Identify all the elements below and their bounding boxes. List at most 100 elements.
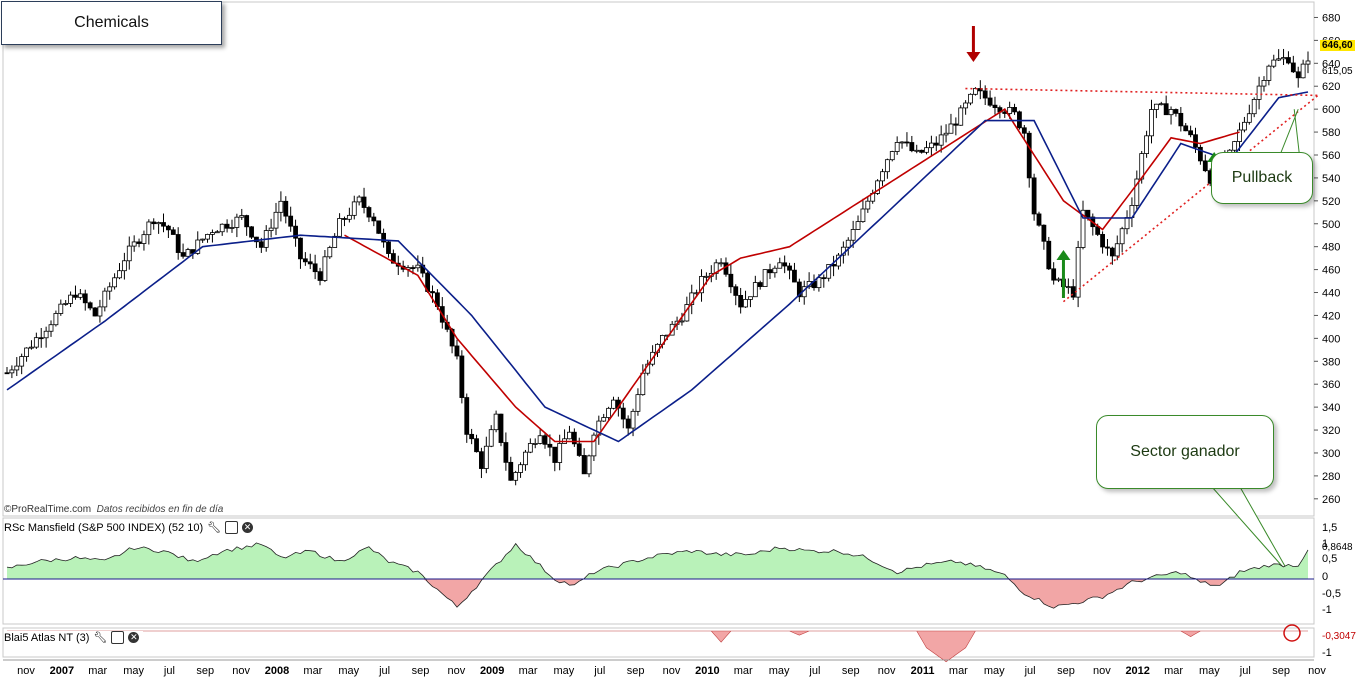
x-tick-label: 2009: [480, 665, 504, 677]
candle-body: [82, 293, 88, 304]
candle-body: [258, 241, 264, 248]
candle-body: [356, 196, 362, 203]
candle-body: [743, 299, 748, 308]
candle-body: [92, 307, 98, 317]
rsc-pane: [3, 542, 1314, 609]
candle-body: [68, 294, 73, 304]
wrench-icon[interactable]: 🔧︎: [93, 632, 108, 644]
candle-body: [131, 241, 137, 247]
atlas-pane: [7, 624, 1308, 663]
candle-body: [224, 223, 230, 229]
rsc-positive-area: [7, 542, 1308, 579]
rsc-tick-label: -1: [1322, 604, 1332, 616]
candle-body: [792, 269, 797, 283]
y-tick-label: 420: [1322, 310, 1340, 322]
y-tick-label: 500: [1322, 219, 1340, 231]
candle-body: [1007, 107, 1013, 114]
candle-body: [342, 218, 347, 220]
candle-body: [97, 306, 103, 317]
candle-body: [728, 273, 734, 288]
candle-body: [527, 443, 533, 453]
x-tick-label: sep: [412, 665, 430, 677]
x-tick-label: nov: [447, 665, 465, 677]
candle-body: [166, 225, 171, 231]
candle-body: [361, 196, 367, 208]
candle-body: [170, 229, 176, 235]
candle-body: [351, 201, 357, 216]
candle-body: [762, 269, 768, 287]
candle-body: [493, 413, 499, 431]
candle-body: [963, 102, 969, 109]
candle-body: [757, 282, 763, 287]
y-tick-label: 340: [1322, 402, 1340, 414]
candle-body: [640, 372, 646, 396]
x-tick-label: may: [1199, 665, 1220, 677]
candle-body: [899, 141, 905, 144]
candle-body: [1242, 121, 1247, 131]
candle-body: [1144, 135, 1149, 154]
candle-body: [982, 90, 988, 99]
watermark-note: Datos recibidos en fin de día: [96, 504, 224, 515]
candle-body: [219, 223, 225, 233]
candle-body: [346, 214, 352, 220]
candle-body: [1031, 177, 1037, 215]
candle-body: [1153, 103, 1159, 110]
candles: [4, 48, 1311, 486]
rsc-indicator-name: RSc Mansfield (S&P 500 INDEX) (52 10): [4, 521, 204, 534]
wrench-icon[interactable]: 🔧︎: [207, 522, 222, 534]
candle-body: [146, 221, 152, 236]
window-icon[interactable]: [225, 521, 239, 534]
candle-body: [337, 218, 342, 237]
candle-body: [239, 215, 245, 218]
candle-body: [1065, 286, 1071, 289]
x-tick-label: may: [554, 665, 575, 677]
x-tick-label: nov: [878, 665, 896, 677]
candle-body: [958, 107, 964, 126]
candle-body: [298, 237, 303, 260]
candle-body: [1286, 57, 1291, 64]
candle-body: [1256, 85, 1262, 100]
candle-body: [1202, 160, 1208, 172]
x-tick-label: 2007: [50, 665, 74, 677]
atlas-highlight-circle: [1283, 624, 1301, 642]
candle-body: [532, 443, 538, 445]
x-tick-label: nov: [663, 665, 681, 677]
candle-body: [381, 232, 387, 243]
price-pane-border: [2, 1, 1315, 517]
candle-body: [523, 451, 528, 466]
candle-body: [777, 262, 783, 269]
candle-body: [454, 345, 460, 357]
candle-body: [1237, 129, 1242, 142]
x-tick-label: mar: [303, 665, 322, 677]
candle-body: [327, 247, 333, 258]
x-tick-label: 2012: [1125, 665, 1149, 677]
candle-body: [1290, 62, 1296, 73]
candle-body: [1305, 60, 1311, 65]
candle-body: [175, 234, 181, 253]
x-tick-label: mar: [519, 665, 538, 677]
candle-body: [38, 337, 44, 340]
resistance-trendline: [965, 87, 1319, 97]
x-tick-label: may: [123, 665, 144, 677]
candle-body: [229, 227, 235, 229]
candle-body: [33, 337, 39, 348]
candle-body: [1173, 109, 1179, 114]
y-tick-label: 520: [1322, 196, 1340, 208]
candle-body: [1232, 141, 1238, 151]
x-tick-label: mar: [734, 665, 753, 677]
y-tick-label: 360: [1322, 379, 1340, 391]
y-tick-label: 440: [1322, 288, 1340, 300]
close-icon[interactable]: ✕: [128, 632, 140, 643]
candle-body: [1021, 127, 1027, 134]
y-tick-label: 560: [1322, 150, 1340, 162]
candle-body: [1046, 240, 1052, 270]
candle-body: [924, 147, 929, 153]
close-icon[interactable]: ✕: [242, 522, 254, 533]
candle-body: [9, 369, 15, 374]
candle-body: [410, 267, 416, 269]
candle-body: [635, 394, 641, 412]
candle-body: [1105, 246, 1110, 249]
candle-body: [1056, 278, 1061, 281]
candle-body: [933, 142, 939, 146]
window-icon[interactable]: [111, 631, 125, 644]
